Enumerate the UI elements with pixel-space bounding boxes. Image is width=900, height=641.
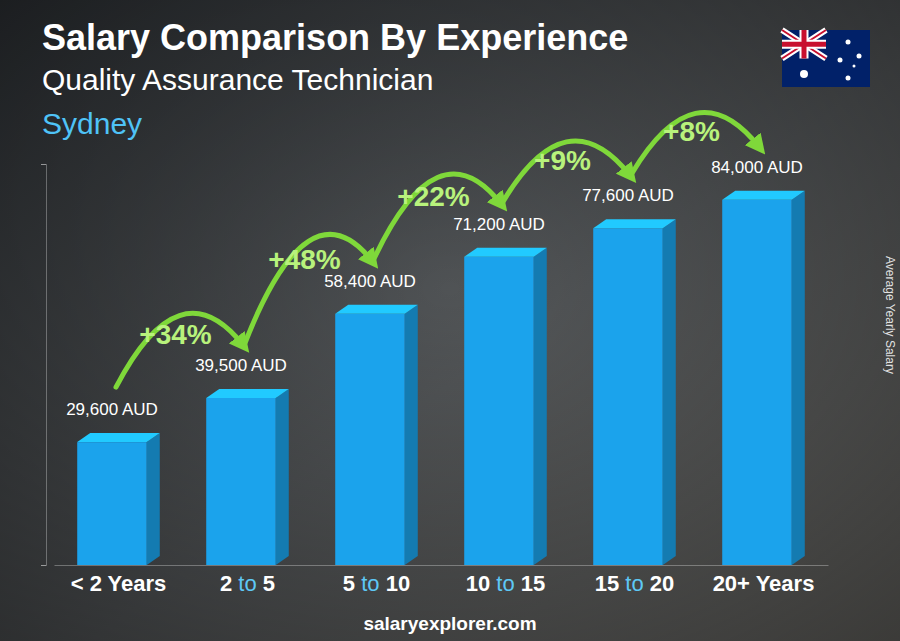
x-tick: < 2 Years [71, 565, 167, 596]
bar-side [405, 305, 418, 565]
bar-side [534, 248, 547, 565]
x-tick-label-part: to [355, 571, 386, 596]
y-axis [41, 165, 47, 566]
x-tick-label-part: 5 [263, 571, 275, 596]
bar-top [722, 191, 805, 200]
chart-container: Salary Comparison By Experience Quality A… [0, 0, 900, 641]
flag-saltire [782, 30, 826, 59]
y-axis-title: Average Yearly Salary [883, 256, 897, 374]
y-tick [41, 565, 46, 566]
flag-cross-red [782, 30, 826, 59]
bar [722, 191, 805, 565]
flag-star [846, 40, 851, 45]
x-tick-label: 15 to 20 [595, 571, 675, 596]
x-tick-label: < 2 Years [71, 571, 167, 596]
bar-top [464, 248, 547, 257]
x-tick-label-part: 5 [343, 571, 355, 596]
bar [77, 433, 160, 565]
bar-side [147, 433, 160, 565]
bar-front [464, 257, 534, 565]
bar [335, 305, 418, 565]
x-tick-label-part: 10 [466, 571, 490, 596]
chart-svg: Salary Comparison By Experience Quality A… [0, 0, 900, 641]
x-tick-label: 20+ Years [713, 571, 815, 596]
flag-cross [782, 30, 826, 59]
x-axis-line [55, 565, 829, 566]
bars [77, 191, 805, 565]
x-tick-label: 10 to 15 [466, 571, 546, 596]
x-tick: 10 to 15 [466, 565, 546, 596]
growth-arrows: +34% +48% +22% +9% +8% [116, 112, 759, 387]
x-tick-label-part: to [232, 571, 263, 596]
growth-label: +48% [268, 244, 340, 275]
flag [782, 30, 870, 87]
source: salaryexplorer.com [363, 613, 536, 634]
x-tick-label: 5 to 10 [343, 571, 410, 596]
background [0, 0, 900, 641]
bar [206, 389, 289, 565]
growth-label: +22% [397, 181, 469, 212]
bar-top [335, 305, 418, 314]
bar-side [276, 389, 289, 565]
x-tick: 15 to 20 [595, 565, 675, 596]
flag-star [846, 76, 851, 81]
growth-label: +8% [663, 116, 720, 147]
data-label: 39,500 AUD [195, 356, 287, 375]
bar [593, 219, 676, 565]
growth-label: +34% [139, 319, 211, 350]
growth-arrow [632, 112, 759, 173]
x-tick: 5 to 10 [343, 565, 410, 596]
x-tick-label-part: 15 [521, 571, 545, 596]
y-tick [41, 164, 46, 165]
bar [464, 248, 547, 565]
bar-front [206, 398, 276, 565]
flag-star [853, 65, 856, 68]
bar-top [593, 219, 676, 228]
bar-front [77, 442, 147, 565]
growth-arrow [116, 313, 243, 387]
flag-field [782, 30, 870, 87]
x-tick-label-part: 20 [650, 571, 674, 596]
y-axis-line [41, 165, 47, 566]
x-tick-label-part: to [490, 571, 521, 596]
location: Sydney [42, 107, 142, 140]
bar-front [722, 200, 792, 565]
x-tick: 2 to 5 [220, 565, 275, 596]
bar-side [663, 219, 676, 565]
data-label: 71,200 AUD [453, 215, 545, 234]
flag-star [838, 58, 843, 63]
background-vignette [0, 0, 900, 641]
flag-saltire-red [782, 30, 826, 59]
subtitle: Quality Assurance Technician [42, 63, 433, 96]
bar-top [206, 389, 289, 398]
bar-top [77, 433, 160, 442]
growth-label: +9% [534, 145, 591, 176]
title: Salary Comparison By Experience [42, 17, 628, 58]
x-tick-label-part: < 2 Years [71, 571, 167, 596]
bar-front [335, 314, 405, 565]
x-axis: < 2 Years2 to 55 to 1010 to 1515 to 2020… [55, 565, 829, 596]
x-tick-label-part: 20+ Years [713, 571, 815, 596]
x-tick-label: 2 to 5 [220, 571, 275, 596]
y-tick-mark [41, 565, 46, 566]
flag-star [857, 54, 862, 59]
x-tick-label-part: 2 [220, 571, 232, 596]
data-label: 29,600 AUD [66, 400, 158, 419]
flag-star [800, 70, 808, 78]
x-tick-label-part: to [619, 571, 650, 596]
flag-union [782, 30, 826, 59]
x-tick-label-part: 15 [595, 571, 619, 596]
bar-front [593, 228, 663, 565]
data-label: 77,600 AUD [582, 186, 674, 205]
x-tick-label-part: 10 [386, 571, 410, 596]
growth-arrow [503, 141, 630, 202]
x-tick: 20+ Years [713, 565, 815, 596]
y-tick-mark [41, 164, 46, 165]
growth-arrow [374, 174, 501, 259]
bar-side [792, 191, 805, 565]
data-label: 84,000 AUD [711, 158, 803, 177]
growth-arrow [245, 234, 372, 343]
